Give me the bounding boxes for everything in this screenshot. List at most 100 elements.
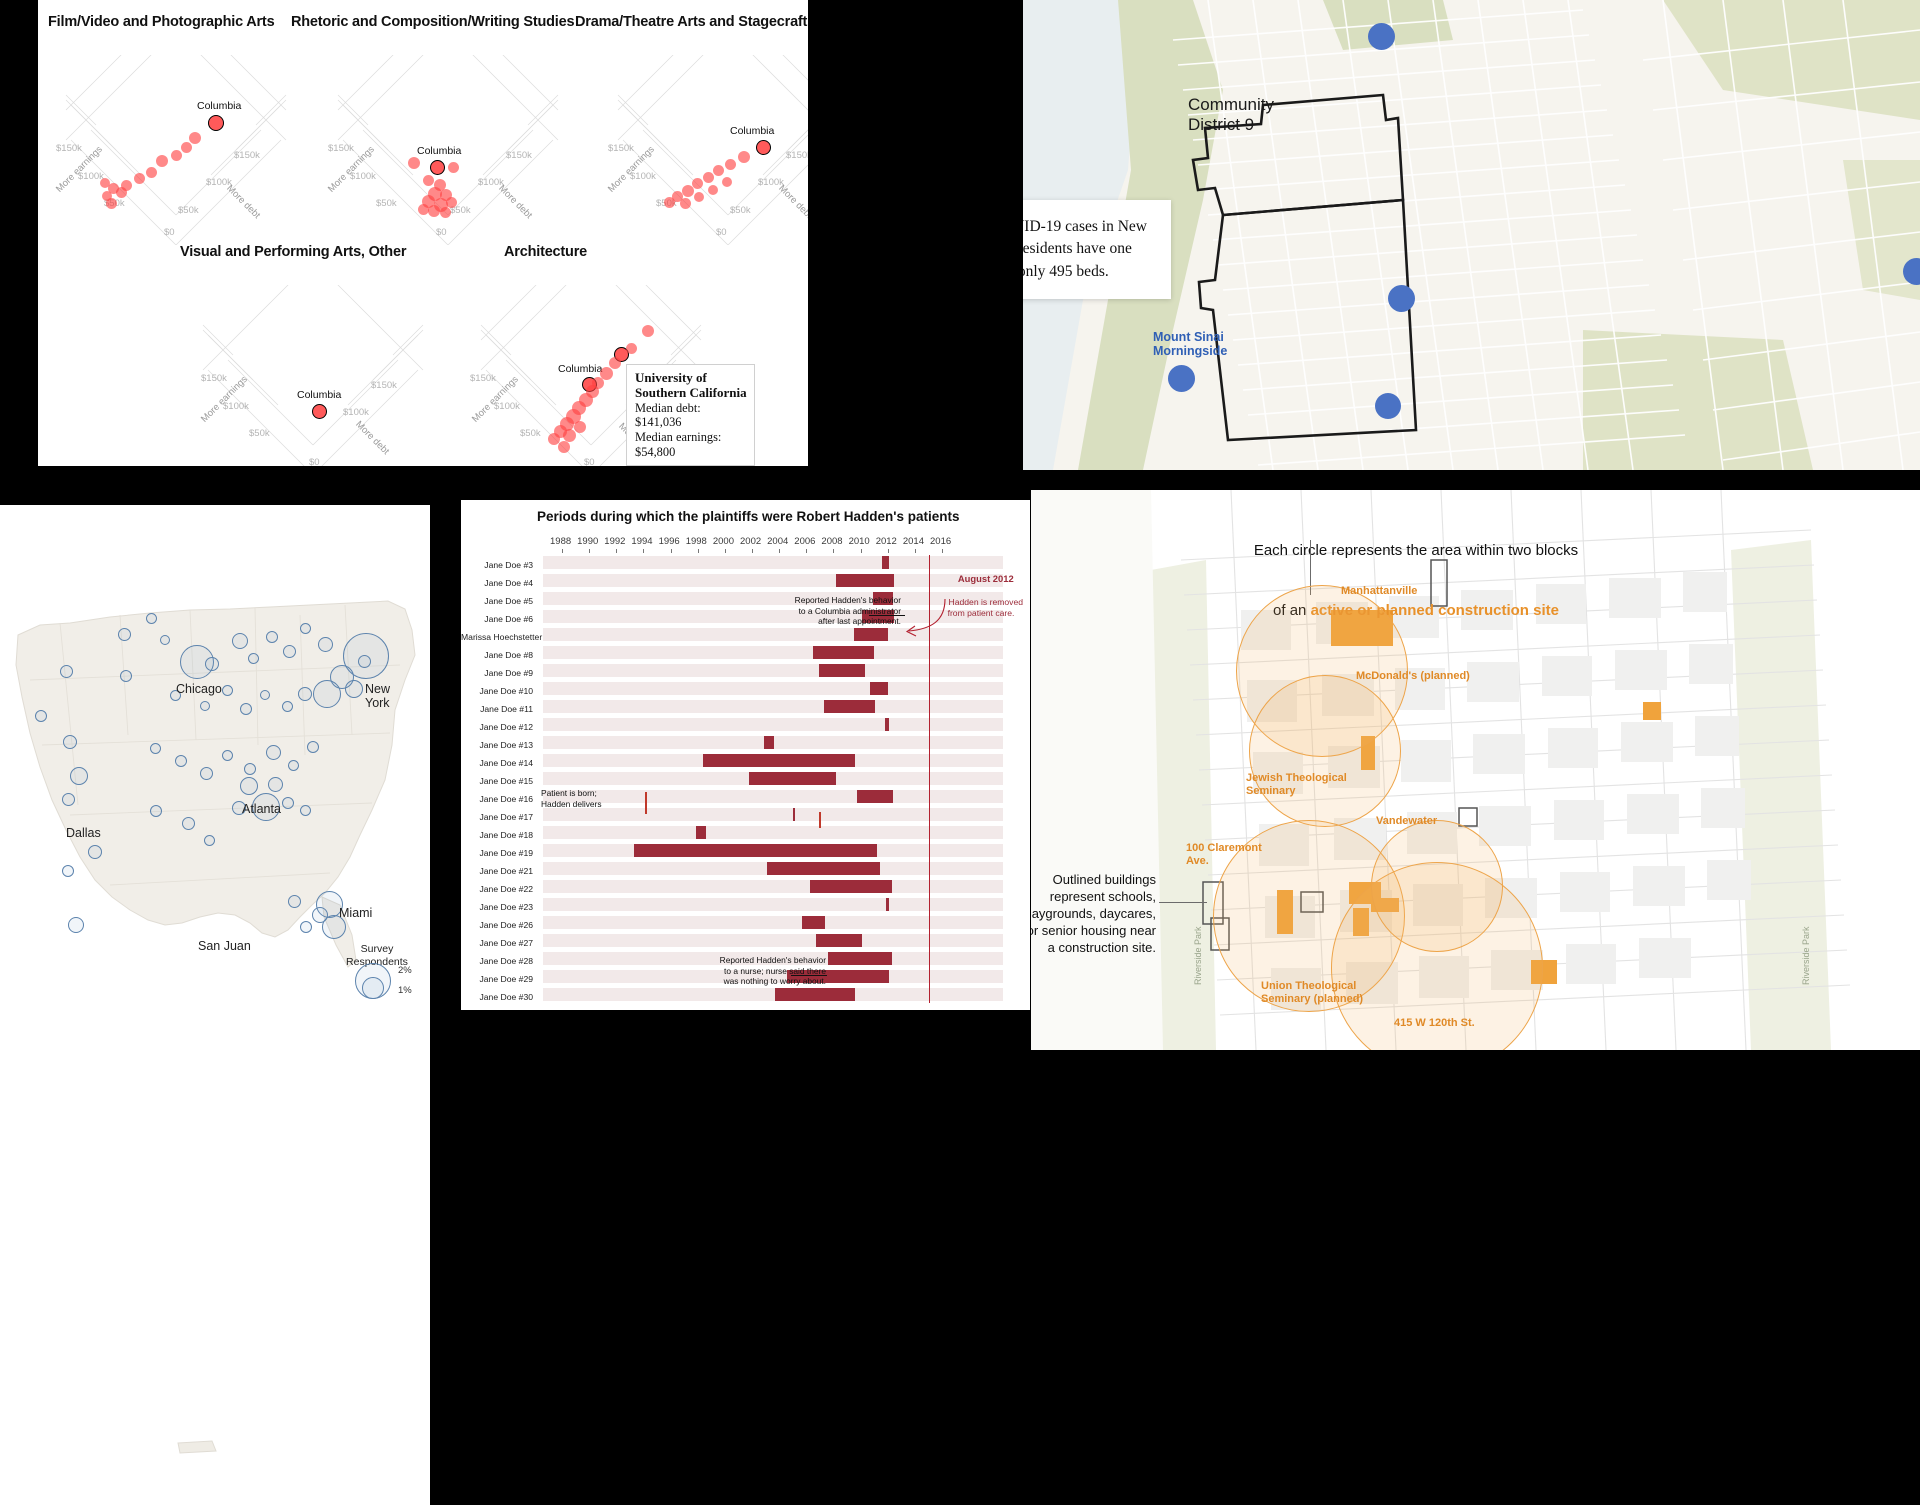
hospital-dot[interactable]	[1903, 258, 1920, 285]
data-point[interactable]	[408, 157, 420, 169]
timeline-bar[interactable]	[792, 808, 796, 821]
timeline-track[interactable]	[543, 934, 1003, 947]
data-point[interactable]	[156, 155, 168, 167]
data-point[interactable]	[448, 162, 459, 173]
scatter-chart-rhetoric[interactable]: $150k $100k $50k $150k $100k $50k $0 Mor…	[326, 55, 568, 245]
data-point[interactable]	[558, 441, 570, 453]
county-bubble[interactable]	[307, 741, 319, 753]
timeline-track[interactable]	[543, 682, 1003, 695]
county-bubble[interactable]	[232, 633, 248, 649]
data-point[interactable]	[106, 198, 117, 209]
scatter-chart-visual-other[interactable]: $150k $100k $50k $150k $100k $0 More ear…	[193, 285, 433, 466]
county-bubble[interactable]	[240, 777, 258, 795]
data-point[interactable]	[102, 191, 112, 201]
county-bubble[interactable]	[204, 835, 215, 846]
data-point[interactable]	[116, 187, 127, 198]
county-bubble[interactable]	[298, 687, 312, 701]
data-point[interactable]	[682, 185, 694, 197]
county-bubble[interactable]	[266, 631, 278, 643]
county-bubble[interactable]	[35, 710, 47, 722]
timeline-track[interactable]	[543, 808, 1003, 821]
data-point-highlight[interactable]	[756, 140, 771, 155]
county-bubble[interactable]	[70, 767, 88, 785]
county-bubble[interactable]	[170, 690, 181, 701]
timeline-bar[interactable]	[818, 664, 865, 677]
data-point[interactable]	[146, 167, 157, 178]
timeline-bar[interactable]	[775, 988, 856, 1001]
timeline-bar[interactable]	[885, 718, 890, 731]
timeline-bar[interactable]	[836, 574, 895, 587]
hospital-dot[interactable]	[1168, 365, 1195, 392]
county-bubble[interactable]	[268, 777, 283, 792]
hospital-dot[interactable]	[1368, 23, 1395, 50]
timeline-bar[interactable]	[828, 952, 892, 965]
county-bubble-atlanta[interactable]	[252, 793, 280, 821]
timeline-track[interactable]	[543, 880, 1003, 893]
county-bubble[interactable]	[205, 657, 219, 671]
timeline-track[interactable]	[543, 826, 1003, 839]
timeline-bar[interactable]	[696, 826, 706, 839]
timeline-bar[interactable]	[813, 646, 875, 659]
timeline-bar[interactable]	[787, 970, 890, 983]
data-point[interactable]	[428, 205, 440, 217]
data-point[interactable]	[722, 177, 732, 187]
data-point[interactable]	[672, 191, 683, 202]
timeline-bar[interactable]	[815, 934, 862, 947]
data-point[interactable]	[708, 185, 718, 195]
county-bubble[interactable]	[266, 745, 281, 760]
timeline-bar[interactable]	[823, 700, 876, 713]
data-point-highlight[interactable]	[312, 404, 327, 419]
timeline-bar[interactable]	[633, 844, 877, 857]
data-point[interactable]	[738, 151, 750, 163]
data-point-highlight[interactable]	[208, 115, 224, 131]
construction-sites-map-panel[interactable]: Each circle represents the area within t…	[1031, 490, 1920, 1050]
county-bubble[interactable]	[200, 767, 213, 780]
timeline-bar[interactable]	[802, 916, 826, 929]
timeline-bar[interactable]	[810, 880, 892, 893]
data-point[interactable]	[626, 343, 637, 354]
timeline-bar[interactable]	[764, 736, 774, 749]
county-bubble[interactable]	[68, 917, 84, 933]
county-bubble[interactable]	[222, 750, 233, 761]
data-point[interactable]	[680, 198, 691, 209]
county-bubble[interactable]	[146, 613, 157, 624]
scatter-chart-architecture[interactable]: $150k $100k $50k $0 More earnings More d…	[466, 285, 716, 466]
timeline-track[interactable]	[543, 628, 1003, 641]
timeline-bar[interactable]	[886, 898, 890, 911]
data-point[interactable]	[440, 207, 451, 218]
timeline-bar[interactable]	[749, 772, 837, 785]
county-bubble[interactable]	[182, 817, 195, 830]
county-bubble[interactable]	[260, 690, 270, 700]
county-bubble[interactable]	[345, 680, 363, 698]
data-point[interactable]	[121, 180, 132, 191]
county-bubble[interactable]	[232, 801, 246, 815]
county-bubble[interactable]	[63, 735, 77, 749]
construction-circle-vandewater[interactable]	[1371, 820, 1503, 952]
hospital-dot[interactable]	[1388, 285, 1415, 312]
data-point[interactable]	[189, 132, 201, 144]
county-bubble[interactable]	[312, 907, 328, 923]
county-bubble[interactable]	[282, 797, 294, 809]
timeline-bar[interactable]	[853, 628, 888, 641]
data-point[interactable]	[548, 433, 560, 445]
data-point[interactable]	[725, 159, 736, 170]
county-bubble[interactable]	[150, 743, 161, 754]
data-point[interactable]	[171, 150, 182, 161]
data-point[interactable]	[423, 175, 434, 186]
timeline-track[interactable]	[543, 646, 1003, 659]
data-point-highlight[interactable]	[430, 160, 445, 175]
data-point[interactable]	[574, 421, 586, 433]
timeline-track[interactable]	[543, 898, 1003, 911]
county-bubble[interactable]	[62, 865, 74, 877]
scatter-chart-drama[interactable]: $150k $100k $50k $150k $100k $50k $0 Mor…	[606, 55, 808, 245]
data-point[interactable]	[694, 192, 704, 202]
county-bubble[interactable]	[282, 701, 293, 712]
timeline-track[interactable]	[543, 916, 1003, 929]
data-point[interactable]	[642, 325, 654, 337]
county-bubble[interactable]	[244, 763, 256, 775]
county-bubble[interactable]	[300, 921, 312, 933]
county-bubble[interactable]	[240, 703, 252, 715]
data-point[interactable]	[609, 357, 621, 369]
timeline-bar[interactable]	[856, 790, 894, 803]
data-point[interactable]	[418, 204, 429, 215]
